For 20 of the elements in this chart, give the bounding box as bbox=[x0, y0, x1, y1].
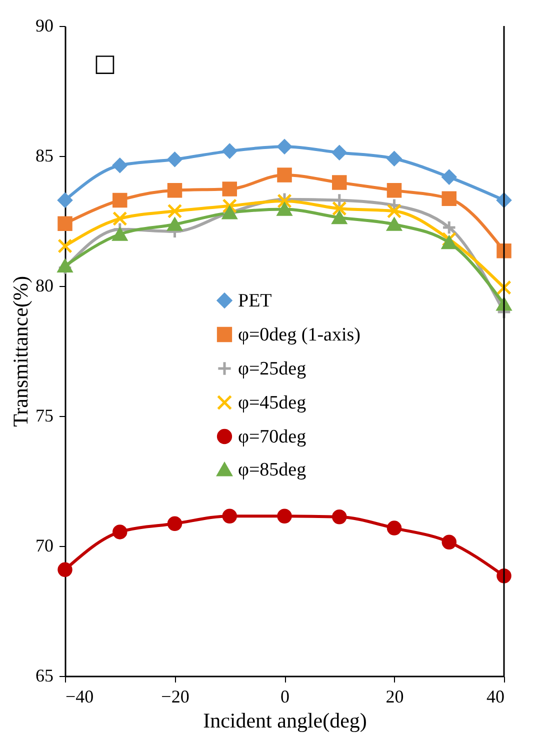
legend-label: φ=70deg bbox=[238, 426, 307, 448]
legend-label: φ=0deg (1-axis) bbox=[238, 324, 360, 346]
y-tick-label: 65 bbox=[36, 666, 54, 686]
x-tick-label: −40 bbox=[66, 686, 94, 706]
legend-label: φ=45deg bbox=[238, 392, 307, 414]
x-tick-label: 20 bbox=[386, 686, 404, 706]
legend-label: PET bbox=[238, 290, 272, 312]
x-tick-label: −20 bbox=[161, 686, 190, 706]
x-tick-label: 0 bbox=[280, 686, 290, 706]
legend-label: φ=85deg bbox=[238, 460, 307, 480]
y-tick-label: 70 bbox=[36, 536, 54, 556]
y-tick-label: 75 bbox=[36, 406, 54, 426]
y-tick-label: 85 bbox=[36, 146, 54, 166]
y-tick-label: 90 bbox=[36, 16, 54, 36]
y-tick-label: 80 bbox=[36, 276, 54, 296]
x-axis-title: Incident angle(deg) bbox=[203, 708, 367, 732]
annotation: □ bbox=[94, 49, 116, 77]
legend-label: φ=25deg bbox=[238, 358, 307, 380]
y-axis-title: Transmittance(%) bbox=[8, 276, 32, 427]
x-tick-label: 40 bbox=[486, 686, 504, 706]
